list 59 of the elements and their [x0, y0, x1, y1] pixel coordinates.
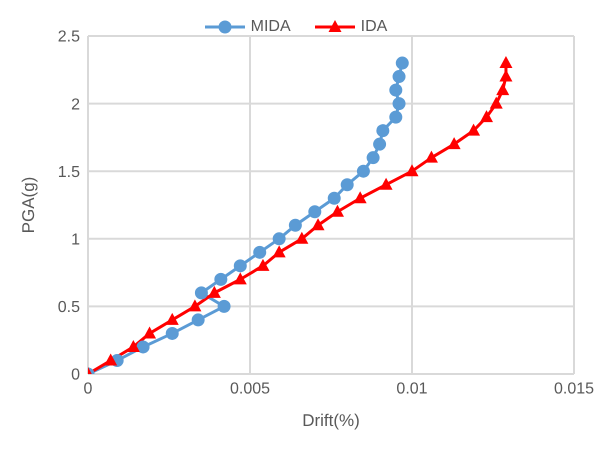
- point: [308, 205, 322, 218]
- point: [396, 56, 409, 70]
- point: [380, 178, 393, 190]
- x-tick-label: 0.01: [396, 380, 428, 398]
- y-tick-label: 0.5: [58, 299, 80, 316]
- x-tick-label: 0: [84, 380, 93, 398]
- point: [104, 353, 118, 366]
- point: [166, 312, 179, 325]
- point: [288, 218, 302, 232]
- point: [392, 70, 406, 84]
- point: [373, 138, 386, 151]
- point: [499, 70, 512, 82]
- y-axis-title: PGA(g): [19, 176, 38, 234]
- point: [356, 164, 370, 178]
- point: [467, 124, 480, 136]
- point: [218, 300, 231, 313]
- legend-label: IDA: [360, 18, 388, 36]
- point: [424, 150, 438, 163]
- point: [295, 232, 308, 244]
- y-tick-label: 1: [71, 231, 80, 248]
- point: [354, 191, 367, 204]
- point: [136, 340, 150, 354]
- point: [499, 56, 512, 68]
- point: [256, 258, 270, 271]
- point: [496, 83, 510, 96]
- point: [188, 299, 202, 312]
- point: [166, 326, 179, 340]
- x-tick-label: 0.015: [554, 380, 594, 398]
- y-tick-label: 2: [71, 96, 80, 114]
- point: [234, 272, 247, 284]
- point: [143, 326, 156, 338]
- point: [389, 84, 402, 97]
- point: [406, 164, 418, 176]
- point: [480, 110, 494, 122]
- point: [340, 178, 354, 192]
- point: [490, 96, 503, 109]
- point: [389, 110, 402, 124]
- y-tick-label: 2.5: [58, 28, 80, 46]
- point: [272, 245, 286, 258]
- point: [126, 340, 140, 352]
- point: [192, 313, 205, 326]
- y-tick-label: 0: [71, 366, 80, 384]
- x-tick-label: 0.005: [230, 380, 270, 398]
- point: [214, 272, 228, 286]
- point: [208, 286, 221, 298]
- point: [234, 259, 247, 272]
- point: [392, 97, 406, 110]
- point: [328, 192, 341, 205]
- point: [448, 137, 461, 150]
- point: [330, 204, 344, 217]
- point: [376, 124, 390, 138]
- point: [272, 232, 286, 246]
- point: [194, 286, 208, 300]
- point: [253, 246, 266, 259]
- y-tick-label: 1.5: [58, 164, 80, 181]
- point: [312, 218, 325, 230]
- x-axis-title: Drift(%): [302, 411, 360, 430]
- legend-label: MIDA: [250, 18, 291, 36]
- point: [366, 151, 380, 164]
